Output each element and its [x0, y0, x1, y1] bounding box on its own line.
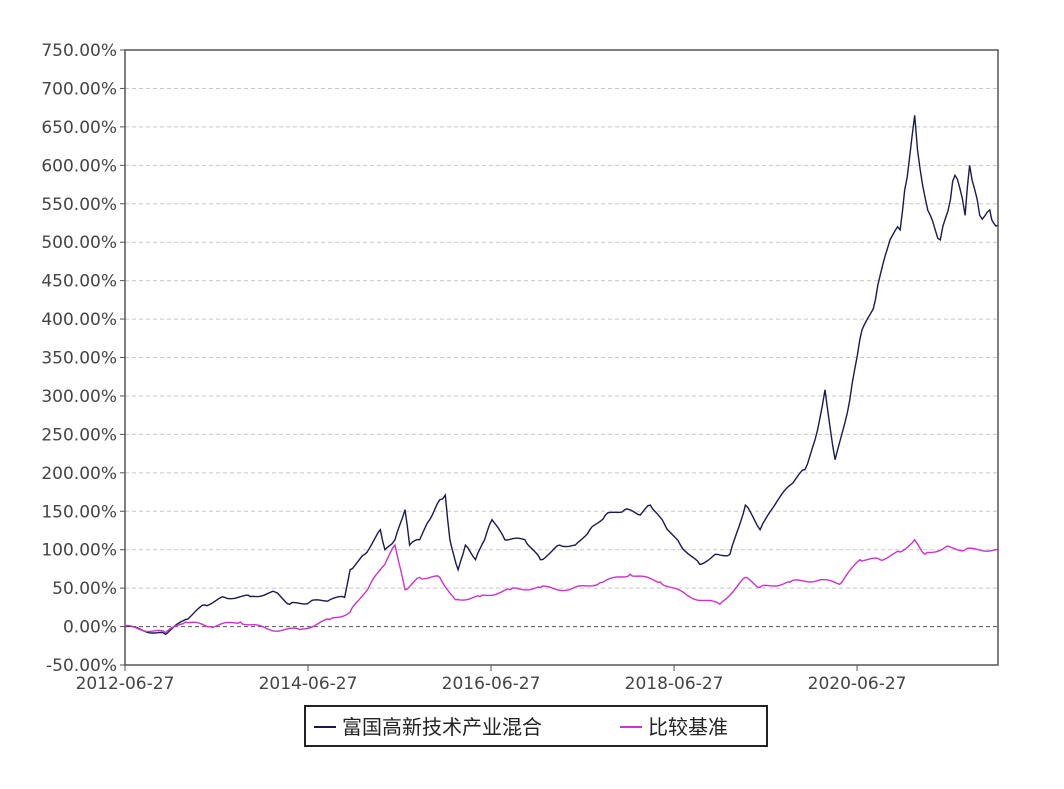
y-tick-label: 450.00% [41, 272, 117, 292]
x-tick-label: 2020-06-27 [808, 674, 907, 694]
y-tick-label: 0.00% [63, 618, 117, 638]
series-line-fund [124, 115, 999, 636]
y-tick-label: 350.00% [41, 349, 117, 369]
legend-label-fund: 富国高新技术产业混合 [342, 715, 542, 739]
x-tick-label: 2012-06-27 [76, 674, 175, 694]
y-tick-label: 150.00% [41, 502, 117, 522]
legend-label-benchmark: 比较基准 [648, 715, 728, 739]
series-lines [124, 115, 999, 636]
y-tick-label: 550.00% [41, 195, 117, 215]
legend: 富国高新技术产业混合 比较基准 [304, 705, 768, 747]
x-axis: 2012-06-27 2014-06-27 2016-06-27 2018-06-27… [76, 665, 907, 694]
gridlines [125, 87, 998, 628]
y-tick-label: 100.00% [41, 541, 117, 561]
y-tick-label: 200.00% [41, 464, 117, 484]
y-tick-label: 250.00% [41, 425, 117, 445]
x-tick-label: 2014-06-27 [259, 674, 358, 694]
y-tick-label: 400.00% [41, 310, 117, 330]
y-axis: -50.00% 0.00% 50.00% 100.00% 150.00% 200.00% 2… [41, 41, 125, 676]
plot-frame [124, 49, 999, 666]
y-tick-label: 700.00% [41, 79, 117, 99]
series-line-benchmark [124, 538, 999, 634]
y-tick-label: -50.00% [46, 656, 117, 676]
y-tick-label: 50.00% [52, 579, 117, 599]
x-tick-label: 2018-06-27 [625, 674, 724, 694]
y-tick-label: 750.00% [41, 41, 117, 61]
y-tick-label: 500.00% [41, 233, 117, 253]
y-tick-label: 600.00% [41, 156, 117, 176]
y-tick-label: 300.00% [41, 387, 117, 407]
x-tick-label: 2016-06-27 [442, 674, 541, 694]
legend-box [304, 705, 768, 747]
y-tick-label: 650.00% [41, 118, 117, 138]
